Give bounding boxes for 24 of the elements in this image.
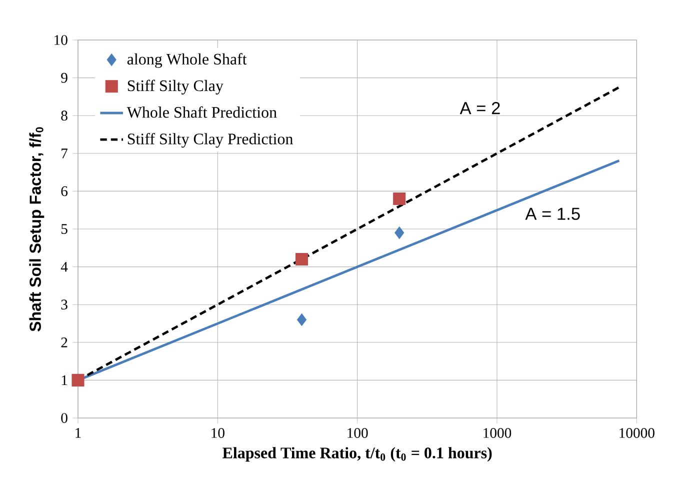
x-tick-label: 100 [348, 428, 368, 438]
x-tick-label: 1 [76, 428, 81, 438]
y-tick-label: 1 [62, 375, 68, 386]
legend-label: Stiff Silty Clay [128, 80, 224, 94]
legend-label: Stiff Silty Clay Prediction [128, 132, 293, 148]
legend-label: along Whole Shaft [127, 53, 247, 68]
annotation: A = 2 [460, 102, 500, 114]
y-tick-label: 7 [62, 148, 68, 158]
annotation: A = 1.5 [525, 208, 580, 220]
y-tick-label: 3 [61, 300, 68, 310]
y-tick-label: 0 [61, 413, 68, 423]
y-tick-label: 2 [61, 338, 68, 348]
y-tick-label: 6 [61, 186, 68, 196]
y-tick-label: 10 [54, 35, 68, 45]
x-tick-label: 10000 [620, 428, 654, 438]
x-axis-title: Elapsed Time Ratio, t/t$_{0}$ (t$_{0}$ = 0.1 hours) [222, 447, 492, 462]
y-axis-title: Shaft Soil Setup Factor, f/f$_{0}$ [29, 127, 44, 332]
y-tick-label: 9 [61, 72, 68, 83]
legend-label: Whole Shaft Prediction [126, 106, 277, 118]
y-tick-label: 4 [60, 262, 68, 272]
y-tick-label: 8 [61, 110, 68, 121]
y-tick-label: 5 [61, 224, 68, 234]
x-tick-label: 10 [212, 428, 224, 438]
x-tick-label: 1000 [484, 428, 512, 438]
